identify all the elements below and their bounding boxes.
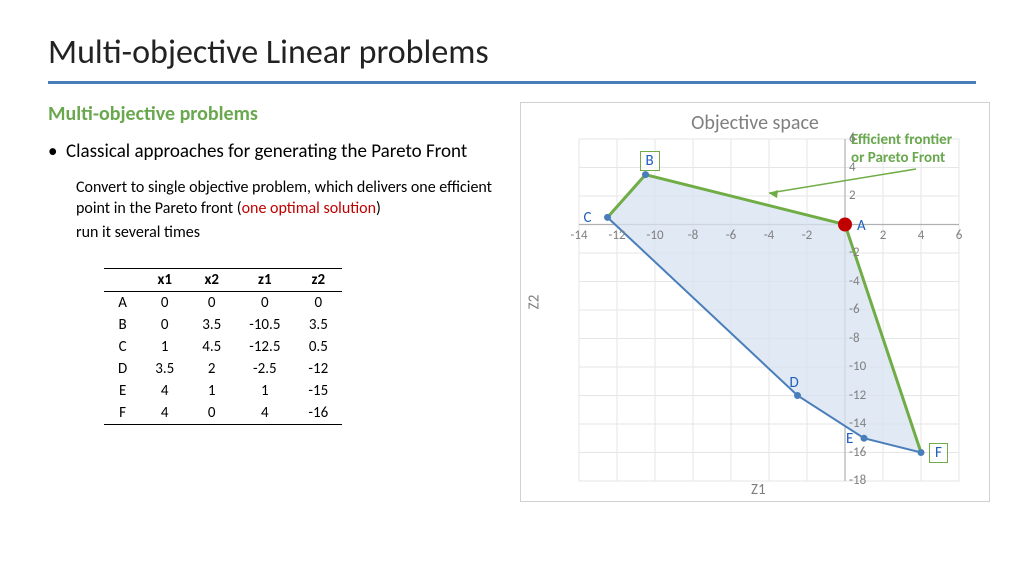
x-tick: -10 <box>645 228 665 243</box>
chart-container: Objective space Efficient frontier or Pa… <box>520 102 990 502</box>
point-label: B <box>640 151 660 171</box>
y-tick: -16 <box>849 445 866 460</box>
table-row: F404-16 <box>104 402 342 425</box>
y-tick: -14 <box>849 416 866 431</box>
y-tick: 6 <box>849 131 856 146</box>
x-tick: -8 <box>683 228 703 243</box>
x-tick: 4 <box>911 228 931 243</box>
table-row: C14.5-12.50.5 <box>104 336 342 358</box>
x-tick: -14 <box>569 228 589 243</box>
point-label: A <box>857 217 866 235</box>
y-tick: -12 <box>849 388 866 403</box>
table-row: D3.52-2.5-12 <box>104 358 342 380</box>
x-tick: 2 <box>873 228 893 243</box>
y-tick: 2 <box>849 188 856 203</box>
pareto-annotation: Efficient frontier or Pareto Front <box>851 131 991 167</box>
left-column: Multi-objective problems • Classical app… <box>48 102 508 502</box>
table-row: B03.5-10.53.5 <box>104 314 342 336</box>
y-tick: -2 <box>849 245 860 260</box>
y-tick: -18 <box>849 473 866 488</box>
table-row: E411-15 <box>104 380 342 402</box>
x-tick: -12 <box>607 228 627 243</box>
y-tick: -6 <box>849 302 860 317</box>
x-axis-label: Z1 <box>751 481 766 499</box>
x-tick: -2 <box>797 228 817 243</box>
data-table: x1x2z1z2 A0000B03.5-10.53.5C14.5-12.50.5… <box>104 268 342 425</box>
x-tick: 6 <box>949 228 969 243</box>
point-label: D <box>790 374 799 392</box>
y-tick: 4 <box>849 160 856 175</box>
section-heading: Multi-objective problems <box>48 102 508 126</box>
y-tick: -8 <box>849 331 860 346</box>
x-tick: -6 <box>721 228 741 243</box>
y-tick: -4 <box>849 274 860 289</box>
y-axis-label: Z2 <box>525 295 543 310</box>
table-row: A0000 <box>104 292 342 315</box>
x-tick: -4 <box>759 228 779 243</box>
paragraph-1: Convert to single objective problem, whi… <box>76 178 508 220</box>
paragraph-2: run it several times <box>76 223 508 244</box>
page-title: Multi-objective Linear problems <box>48 32 976 73</box>
point-label: F <box>929 443 948 463</box>
bullet-item: • Classical approaches for generating th… <box>48 140 508 164</box>
point-label: C <box>584 209 592 227</box>
y-tick: -10 <box>849 359 866 374</box>
